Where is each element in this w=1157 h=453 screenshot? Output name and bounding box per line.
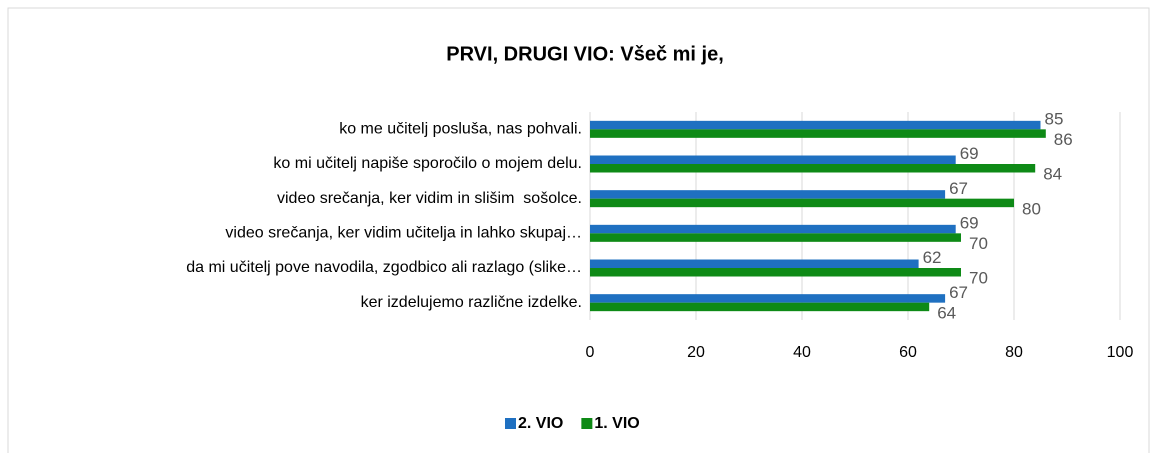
y-tick-label: ko mi učitelj napiše sporočilo o mojem d… bbox=[273, 155, 582, 172]
bar bbox=[590, 198, 1014, 208]
bar bbox=[590, 155, 956, 164]
data-label: 64 bbox=[937, 303, 956, 322]
y-tick-label: ko me učitelj posluša, nas pohvali. bbox=[339, 121, 582, 138]
x-tick-label: 100 bbox=[1107, 344, 1134, 361]
data-label: 67 bbox=[949, 179, 968, 198]
bar bbox=[590, 120, 1041, 130]
x-tick-label: 40 bbox=[793, 344, 811, 361]
bar bbox=[590, 294, 946, 303]
data-label: 69 bbox=[960, 214, 979, 233]
data-label: 84 bbox=[1043, 165, 1062, 184]
bar bbox=[590, 129, 1046, 138]
x-tick-label: 80 bbox=[1005, 344, 1023, 361]
bar bbox=[590, 259, 919, 268]
bar bbox=[590, 233, 961, 242]
y-tick-label: da mi učitelj pove navodila, zgodbico al… bbox=[186, 259, 582, 276]
chart-border bbox=[7, 7, 1150, 453]
legend-swatch bbox=[581, 418, 593, 429]
y-tick-label: video srečanja, ker vidim in slišim sošo… bbox=[277, 190, 582, 207]
y-tick-label: video srečanja, ker vidim učitelja in la… bbox=[225, 225, 582, 242]
data-label: 67 bbox=[949, 283, 968, 302]
data-label: 62 bbox=[923, 248, 942, 267]
x-tick-label: 60 bbox=[899, 344, 917, 361]
data-label: 70 bbox=[969, 269, 988, 288]
legend-label: 2. VIO bbox=[518, 415, 563, 432]
legend-label: 1. VIO bbox=[594, 415, 639, 432]
x-tick-label: 0 bbox=[586, 344, 595, 361]
data-label: 70 bbox=[969, 234, 988, 253]
y-tick-label: ker izdelujemo različne izdelke. bbox=[361, 294, 582, 311]
data-label: 69 bbox=[960, 144, 979, 163]
data-label: 80 bbox=[1022, 199, 1041, 218]
x-tick-label: 20 bbox=[687, 344, 705, 361]
chart-title: PRVI, DRUGI VIO: Všeč mi je, bbox=[446, 43, 724, 65]
bar bbox=[590, 164, 1036, 173]
bar bbox=[590, 224, 956, 234]
bar bbox=[590, 190, 946, 199]
bar bbox=[590, 302, 930, 312]
data-label: 86 bbox=[1054, 130, 1073, 149]
legend-swatch bbox=[505, 418, 516, 429]
data-label: 85 bbox=[1045, 110, 1064, 129]
bar bbox=[590, 268, 961, 277]
